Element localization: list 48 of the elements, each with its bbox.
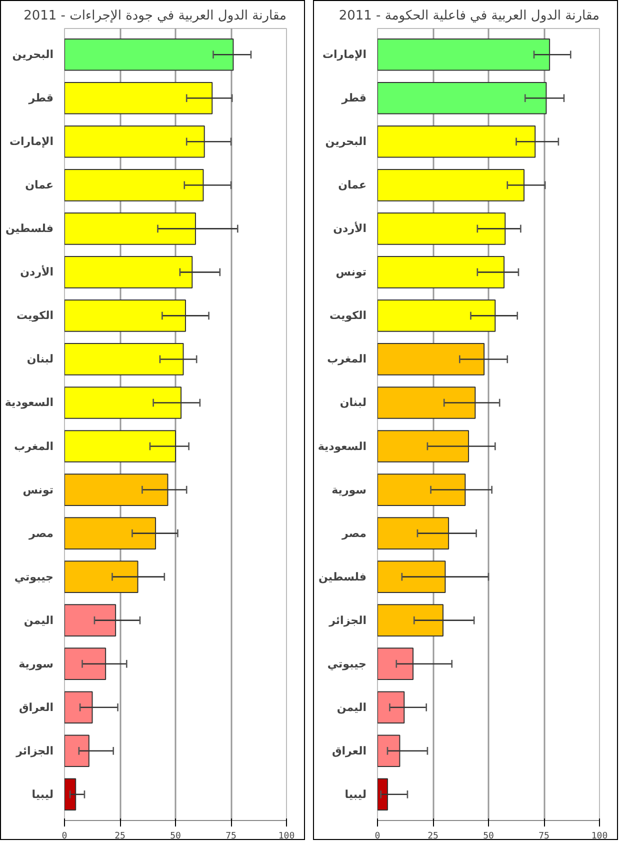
y-tick-label: تونس xyxy=(22,483,54,496)
y-tick-label: الجزائر xyxy=(328,614,367,627)
y-tick-label: الأردن xyxy=(20,264,54,279)
y-tick-label: تونس xyxy=(336,266,367,279)
x-tick-label: 0 xyxy=(374,832,380,842)
y-tick-label: عمان xyxy=(25,178,54,192)
y-tick-label: المغرب xyxy=(327,352,367,366)
x-tick-label: 100 xyxy=(278,832,295,842)
y-tick-label: الإمارات xyxy=(9,135,54,148)
x-tick-label: 25 xyxy=(428,832,438,842)
y-tick-label: سورية xyxy=(18,657,54,670)
y-tick-label: الأردن xyxy=(333,221,366,236)
y-tick-label: البحرين xyxy=(325,135,367,148)
y-tick-label: العراق xyxy=(18,700,54,714)
y-tick-label: قطر xyxy=(340,92,367,105)
y-tick-label: اليمن xyxy=(24,614,54,627)
y-tick-label: جيبوتي xyxy=(327,657,367,670)
x-tick-label: 100 xyxy=(591,832,608,842)
x-tick-label: 0 xyxy=(62,832,68,842)
y-tick-label: فلسطين xyxy=(6,222,54,236)
y-tick-label: سورية xyxy=(332,483,367,496)
y-tick-label: جيبوتي xyxy=(14,570,54,584)
y-tick-label: عمان xyxy=(338,178,367,192)
chart-title: مقارنة الدول العربية في جودة الإجراءات - 2011 xyxy=(24,8,287,24)
chart-title: مقارنة الدول العربية في فاعلية الحكومة - 2011 xyxy=(338,8,600,24)
x-tick-label: 75 xyxy=(226,832,236,842)
x-tick-label: 25 xyxy=(114,832,126,842)
y-tick-label: السعودية xyxy=(318,440,367,453)
y-tick-label: الكويت xyxy=(330,309,367,322)
y-tick-label: لبنان xyxy=(340,396,367,410)
y-tick-label: ليبيا xyxy=(32,788,54,801)
y-tick-label: اليمن xyxy=(336,700,367,714)
y-tick-label: الكويت xyxy=(16,309,54,322)
y-tick-label: الجزائر xyxy=(15,744,54,758)
x-tick-label: 50 xyxy=(170,832,181,842)
y-tick-label: العراق xyxy=(332,744,367,758)
y-tick-label: الإمارات xyxy=(322,48,367,62)
x-tick-label: 75 xyxy=(538,832,550,842)
y-tick-label: قطر xyxy=(28,92,54,105)
y-tick-label: لبنان xyxy=(26,352,54,366)
x-tick-label: 50 xyxy=(483,832,494,842)
y-tick-label: فلسطين xyxy=(318,570,367,584)
y-tick-label: مصر xyxy=(341,526,367,540)
y-tick-label: السعودية xyxy=(4,396,54,410)
y-tick-label: البحرين xyxy=(12,48,54,62)
y-tick-label: ليبيا xyxy=(344,788,367,801)
y-tick-label: المغرب xyxy=(14,440,54,453)
y-tick-label: مصر xyxy=(28,526,54,540)
